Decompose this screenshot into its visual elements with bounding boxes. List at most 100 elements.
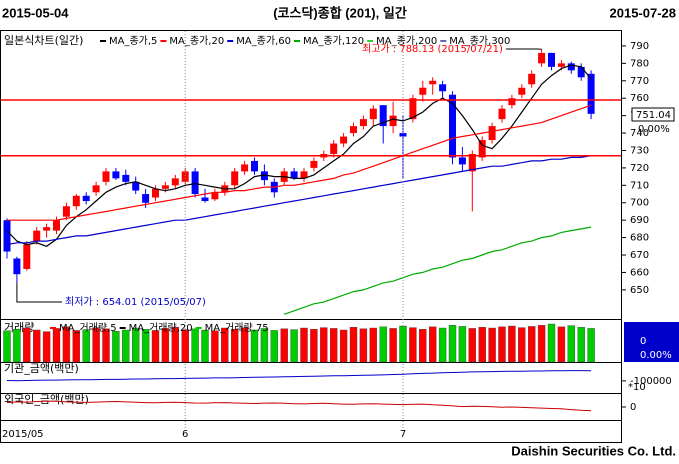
volume-bar	[320, 327, 328, 363]
volume-bar	[359, 328, 368, 363]
candle-body	[369, 108, 377, 120]
volume-bar	[468, 328, 476, 363]
candle-body	[23, 244, 31, 269]
candle-body	[13, 258, 21, 275]
candle-body	[389, 115, 397, 127]
volume-bar	[250, 329, 259, 363]
volume-readout-box	[624, 322, 679, 362]
candle-body	[478, 140, 486, 158]
low-annotation: 최저가 : 654.01 (2015/05/07)	[65, 296, 206, 308]
candle-body	[409, 98, 417, 120]
volume-bar	[102, 328, 110, 363]
y-tick-label: 730	[630, 145, 649, 156]
candle-body	[231, 171, 239, 186]
y-tick-label: 700	[630, 198, 649, 209]
y-tick-label: 760	[630, 93, 649, 104]
candle-body	[528, 73, 536, 85]
y-tick-label: 710	[630, 180, 649, 191]
x-tick-label: 2015/05	[2, 429, 44, 440]
candle-body	[191, 171, 199, 195]
institution-title: 기관_금액(백만)	[4, 362, 79, 375]
candle-body	[92, 185, 100, 193]
candle-body	[538, 52, 546, 64]
candle-body	[419, 87, 427, 95]
y-tick-label: 780	[630, 58, 649, 69]
y-tick-label: 790	[630, 41, 649, 52]
candle-body	[439, 84, 447, 92]
volume-bar	[270, 330, 278, 363]
candle-body	[488, 126, 496, 141]
end-date: 2015-07-28	[610, 5, 677, 20]
candle-body	[3, 220, 11, 252]
candle-body	[340, 136, 348, 144]
price-plot	[3, 49, 595, 315]
volume-bar	[151, 330, 160, 363]
y-tick-label: 660	[630, 267, 649, 278]
volume-bar	[310, 329, 318, 363]
volume-bar	[488, 327, 496, 363]
candle-body	[330, 143, 338, 154]
volume-readout: 0	[640, 336, 646, 347]
candle-body	[102, 171, 110, 182]
volume-bar	[290, 329, 298, 363]
volume-bar	[201, 329, 209, 363]
candle-body	[201, 197, 209, 202]
volume-bar	[577, 327, 585, 363]
moving-average-line	[6, 155, 592, 246]
scale-note: *10	[628, 382, 646, 393]
candle-body	[33, 230, 41, 242]
volume-bar	[508, 325, 516, 363]
volume-bar	[339, 329, 348, 363]
volume-bar	[72, 330, 81, 363]
volume-bar	[52, 328, 61, 363]
moving-average-line	[7, 104, 592, 221]
volume-bar	[171, 327, 180, 363]
volume-bar	[42, 331, 51, 363]
volume-bar	[547, 323, 556, 363]
volume-bar	[330, 328, 338, 363]
low-arrow	[16, 282, 62, 303]
volume-bar	[389, 328, 397, 363]
volume-bar	[122, 329, 130, 363]
candle-body	[161, 185, 169, 189]
candle-body	[518, 87, 526, 95]
candle-body	[82, 195, 90, 202]
volume-bar	[230, 329, 239, 363]
candle-body	[587, 73, 595, 114]
candle-body	[399, 133, 407, 137]
volume-bar	[3, 330, 11, 363]
candle-body	[171, 178, 179, 186]
candle-body	[577, 66, 585, 78]
start-date: 2015-05-04	[2, 5, 69, 20]
flow-line	[6, 370, 592, 382]
legend-label: MA_종가,200	[376, 35, 437, 47]
candle-body	[429, 80, 437, 85]
volume-bar	[62, 326, 71, 363]
candle-body	[211, 192, 219, 200]
volume-bar	[369, 327, 377, 363]
last-price: 751.04	[636, 110, 671, 121]
y-tick-label: 670	[630, 250, 649, 261]
y-tick-label: 650	[630, 285, 649, 296]
legend-label: MA_종가,60	[236, 35, 291, 47]
volume-bar	[211, 330, 219, 363]
volume-bar	[300, 327, 308, 363]
volume-bar	[419, 329, 427, 363]
volume-bar	[191, 328, 199, 363]
volume-bar	[240, 327, 249, 363]
x-tick-label: 6	[182, 429, 188, 440]
volume-bar	[438, 327, 447, 363]
high-annotation: 최고가 : 788.13 (2015/07/21)	[362, 43, 503, 55]
volume-bar	[349, 327, 358, 363]
legend-label: MA_거래량,5	[59, 322, 117, 334]
footer: Daishin Securities Co. Ltd.	[511, 443, 676, 458]
candle-body	[241, 164, 249, 172]
candle-body	[251, 160, 258, 172]
volume-bar	[92, 327, 100, 363]
candle-body	[181, 171, 189, 182]
legend-label: MA_종가,20	[169, 35, 224, 47]
volume-change: 0.00%	[640, 350, 672, 361]
volume-bar	[379, 326, 387, 363]
volume-bar	[141, 329, 150, 363]
